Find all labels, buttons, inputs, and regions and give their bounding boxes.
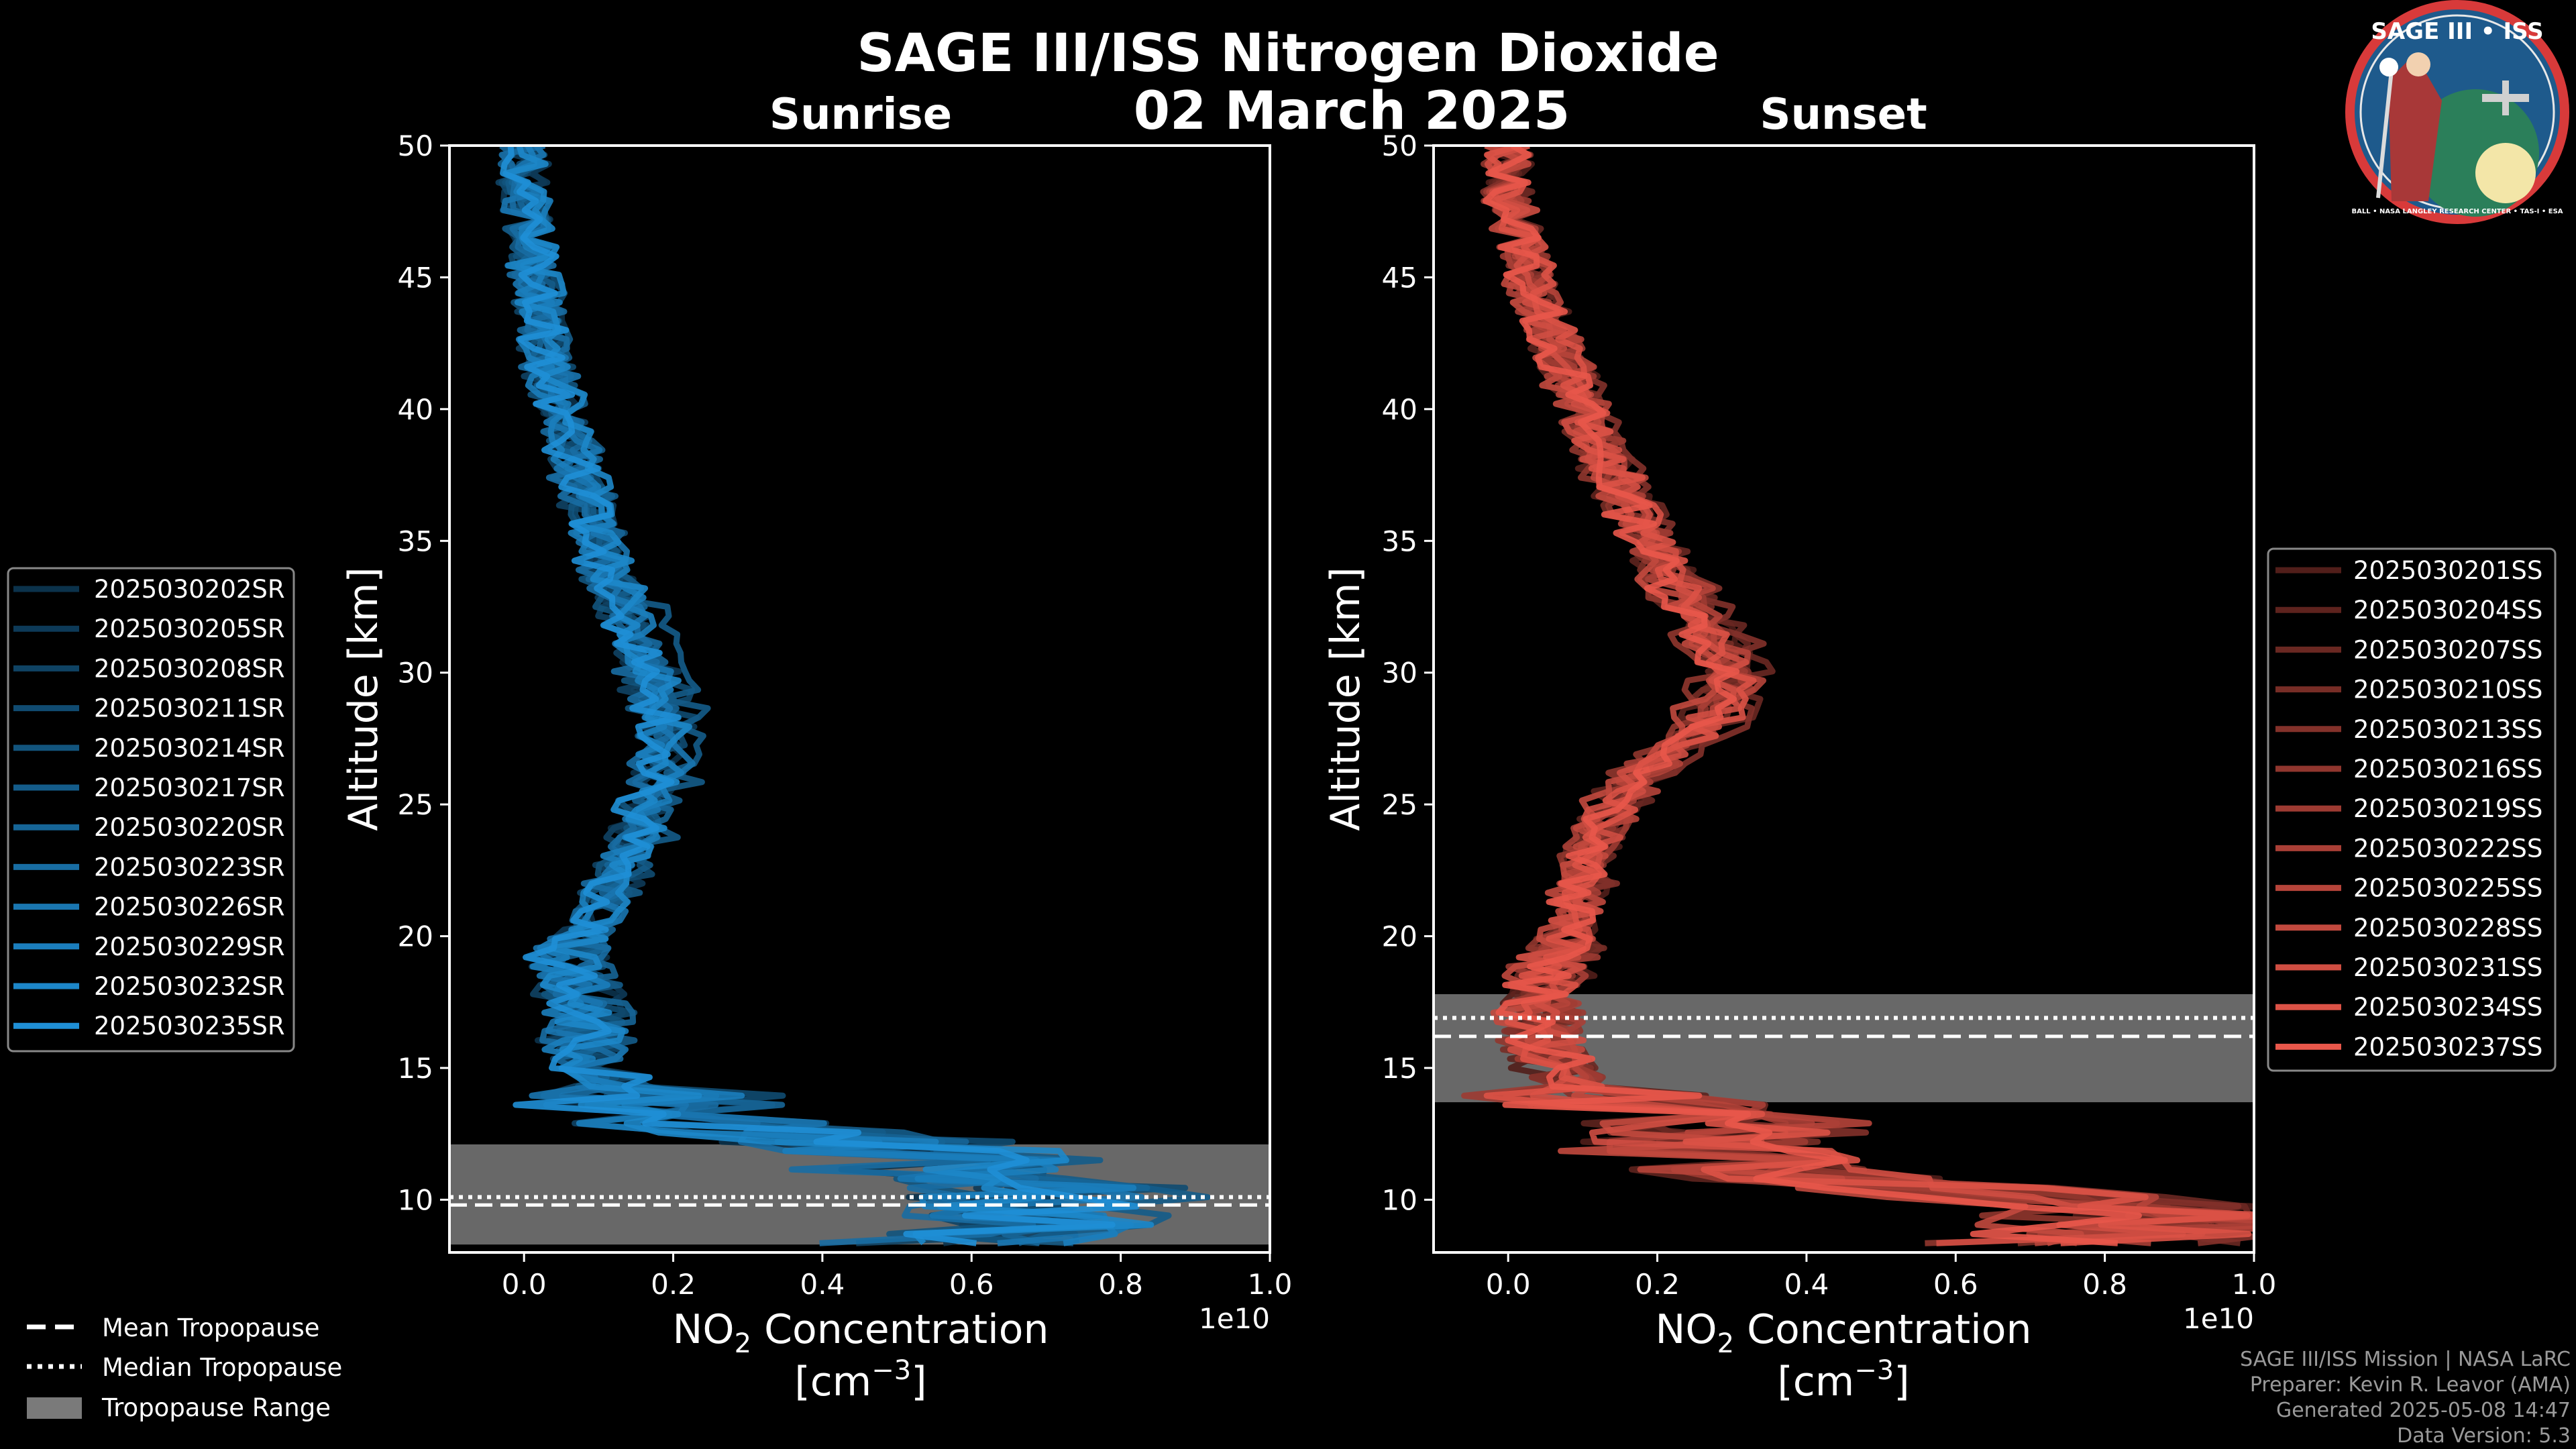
sunset-x-axis-label: NO2 Concentration [1655, 1306, 2031, 1359]
sunrise-legend-box [7, 567, 295, 1053]
credit-version: Data Version: 5.3 [2397, 1424, 2571, 1448]
sunrise-y-tick-label: 25 [398, 788, 433, 821]
sunrise-x-tick-label: 0.8 [1098, 1268, 1143, 1301]
sunset-subtitle: Sunset [1760, 90, 1927, 140]
sunrise-y-tick-label: 10 [398, 1183, 433, 1216]
tropopause-legend: Mean Tropopause Median Tropopause Tropop… [27, 1313, 342, 1422]
sunset-profile-2025030237SS [1482, 146, 2142, 1246]
sunset-axes-frame [1432, 144, 2255, 1254]
sunrise-legend-label: 2025030226SR [94, 893, 285, 922]
sunrise-legend-label: 2025030235SR [94, 1012, 285, 1040]
sunrise-x-tick-label: 1.0 [1248, 1268, 1293, 1301]
sunset-legend-label: 2025030234SS [2353, 993, 2542, 1022]
sunset-y-tick-label: 50 [1382, 129, 1417, 162]
sunset-y-tick-label: 25 [1382, 788, 1417, 821]
sunset-x-tick-label: 0.6 [1933, 1268, 1978, 1301]
sunrise-legend-label: 2025030208SR [94, 654, 285, 683]
sunrise-subtitle: Sunrise [769, 90, 952, 140]
sunrise-legend-label: 2025030205SR [94, 614, 285, 643]
sunrise-y-axis-label: Altitude [km] [340, 567, 387, 831]
sunset-y-tick-label: 35 [1382, 525, 1417, 557]
credit-mission: SAGE III/ISS Mission | NASA LaRC [2240, 1348, 2571, 1371]
sunset-legend-label: 2025030210SS [2353, 676, 2542, 704]
sunrise-x-axis-unit: [cm−3] [794, 1355, 926, 1405]
sunset-legend: 2025030201SS 2025030204SS 2025030207SS 2025… [2267, 547, 2557, 1072]
median-tropopause-label: Median Tropopause [102, 1353, 342, 1382]
sunrise-legend: 2025030202SR 2025030205SR 2025030208SR 2025… [7, 567, 295, 1053]
sage-mission-logo: SAGE III • ISS BALL • NASA LANGLEY RESEA… [2345, 0, 2569, 224]
sunrise-x-axis-label: NO2 Concentration [672, 1306, 1049, 1359]
sunrise-y-tick-label: 15 [398, 1052, 433, 1085]
sunset-x-tick-label: 0.8 [2082, 1268, 2127, 1301]
sunrise-x-offset-label: 1e10 [1199, 1302, 1270, 1335]
sunrise-legend-label: 2025030220SR [94, 813, 285, 842]
figure-date: 02 March 2025 [1134, 81, 1570, 142]
sunrise-legend-label: 2025030217SR [94, 773, 285, 802]
sunset-y-axis-label: Altitude [km] [1322, 567, 1369, 831]
sunset-profile-2025030234SS [1483, 146, 2252, 1246]
sunrise-y-tick-label: 40 [398, 393, 433, 426]
sunrise-tropopause-range [449, 1144, 1270, 1245]
sunset-legend-box [2267, 547, 2557, 1072]
sunrise-y-tick-label: 30 [398, 657, 433, 690]
sunset-y-tick-label: 15 [1382, 1052, 1417, 1085]
sunset-y-tick-label: 20 [1382, 920, 1417, 953]
sunrise-legend-label: 2025030223SR [94, 853, 285, 881]
mean-tropopause-label: Mean Tropopause [102, 1313, 320, 1342]
tropopause-range-label: Tropopause Range [101, 1393, 331, 1422]
sunrise-legend-label: 2025030229SR [94, 932, 285, 961]
sunrise-y-tick-label: 45 [398, 261, 433, 294]
sunrise-x-tick-label: 0.2 [651, 1268, 696, 1301]
sunrise-panel: 0.0 0.2 0.4 0.6 0.8 1.0 10 15 20 25 30 35 40 45 50 Alt… [340, 129, 1292, 1405]
sunset-y-tick-label: 45 [1382, 261, 1417, 294]
sunset-x-tick-label: 0.2 [1635, 1268, 1680, 1301]
sunrise-profile-2025030235SR [500, 146, 1140, 1246]
sunset-legend-label: 2025030231SS [2353, 953, 2542, 982]
figure-title: SAGE III/ISS Nitrogen Dioxide [857, 23, 1719, 84]
sunrise-legend-label: 2025030232SR [94, 972, 285, 1001]
sunset-legend-label: 2025030204SS [2353, 596, 2542, 625]
sunrise-y-tick-label: 20 [398, 920, 433, 953]
sunset-legend-label: 2025030201SS [2353, 556, 2542, 585]
sunrise-legend-label: 2025030211SR [94, 694, 285, 723]
sunrise-legend-label: 2025030214SR [94, 734, 285, 763]
sunset-y-tick-label: 10 [1382, 1183, 1417, 1216]
credit-preparer: Preparer: Kevin R. Leavor (AMA) [2250, 1373, 2571, 1397]
sunset-legend-label: 2025030228SS [2353, 914, 2542, 943]
sunrise-legend-label: 2025030202SR [94, 575, 285, 604]
sunset-legend-label: 2025030213SS [2353, 715, 2542, 744]
sunset-panel: 0.0 0.2 0.4 0.6 0.8 1.0 10 15 20 25 30 35 40 45 50 Alt… [1322, 129, 2277, 1405]
sunset-x-tick-label: 1.0 [2232, 1268, 2277, 1301]
sunset-legend-label: 2025030216SS [2353, 755, 2542, 784]
sunset-x-axis-unit: [cm−3] [1777, 1355, 1909, 1405]
sunset-y-tick-label: 30 [1382, 657, 1417, 690]
sunset-legend-label: 2025030222SS [2353, 834, 2542, 863]
sunrise-y-tick-label: 50 [398, 129, 433, 162]
sunset-x-tick-label: 0.0 [1486, 1268, 1531, 1301]
sunrise-profile-2025030229SR [505, 146, 1137, 1246]
sunset-y-tick-label: 40 [1382, 393, 1417, 426]
tropopause-range-swatch [27, 1397, 82, 1419]
sunset-legend-label: 2025030225SS [2353, 874, 2542, 903]
credit-generated: Generated 2025-05-08 14:47 [2276, 1399, 2571, 1422]
sunrise-x-tick-label: 0.6 [949, 1268, 994, 1301]
sunset-legend-label: 2025030237SS [2353, 1032, 2542, 1061]
sunrise-y-tick-label: 35 [398, 525, 433, 557]
credits: SAGE III/ISS Mission | NASA LaRC Prepare… [2240, 1348, 2571, 1448]
logo-partners: BALL • NASA LANGLEY RESEARCH CENTER • TA… [2351, 208, 2563, 215]
sunset-legend-label: 2025030219SS [2353, 794, 2542, 823]
logo-title: SAGE III • ISS [2371, 18, 2543, 45]
sunrise-x-tick-label: 0.4 [800, 1268, 845, 1301]
sunrise-axes-frame [448, 144, 1271, 1254]
sunset-legend-label: 2025030207SS [2353, 635, 2542, 664]
sunrise-x-tick-label: 0.0 [502, 1268, 547, 1301]
sunset-x-tick-label: 0.4 [1784, 1268, 1829, 1301]
sunset-x-offset-label: 1e10 [2183, 1302, 2254, 1335]
